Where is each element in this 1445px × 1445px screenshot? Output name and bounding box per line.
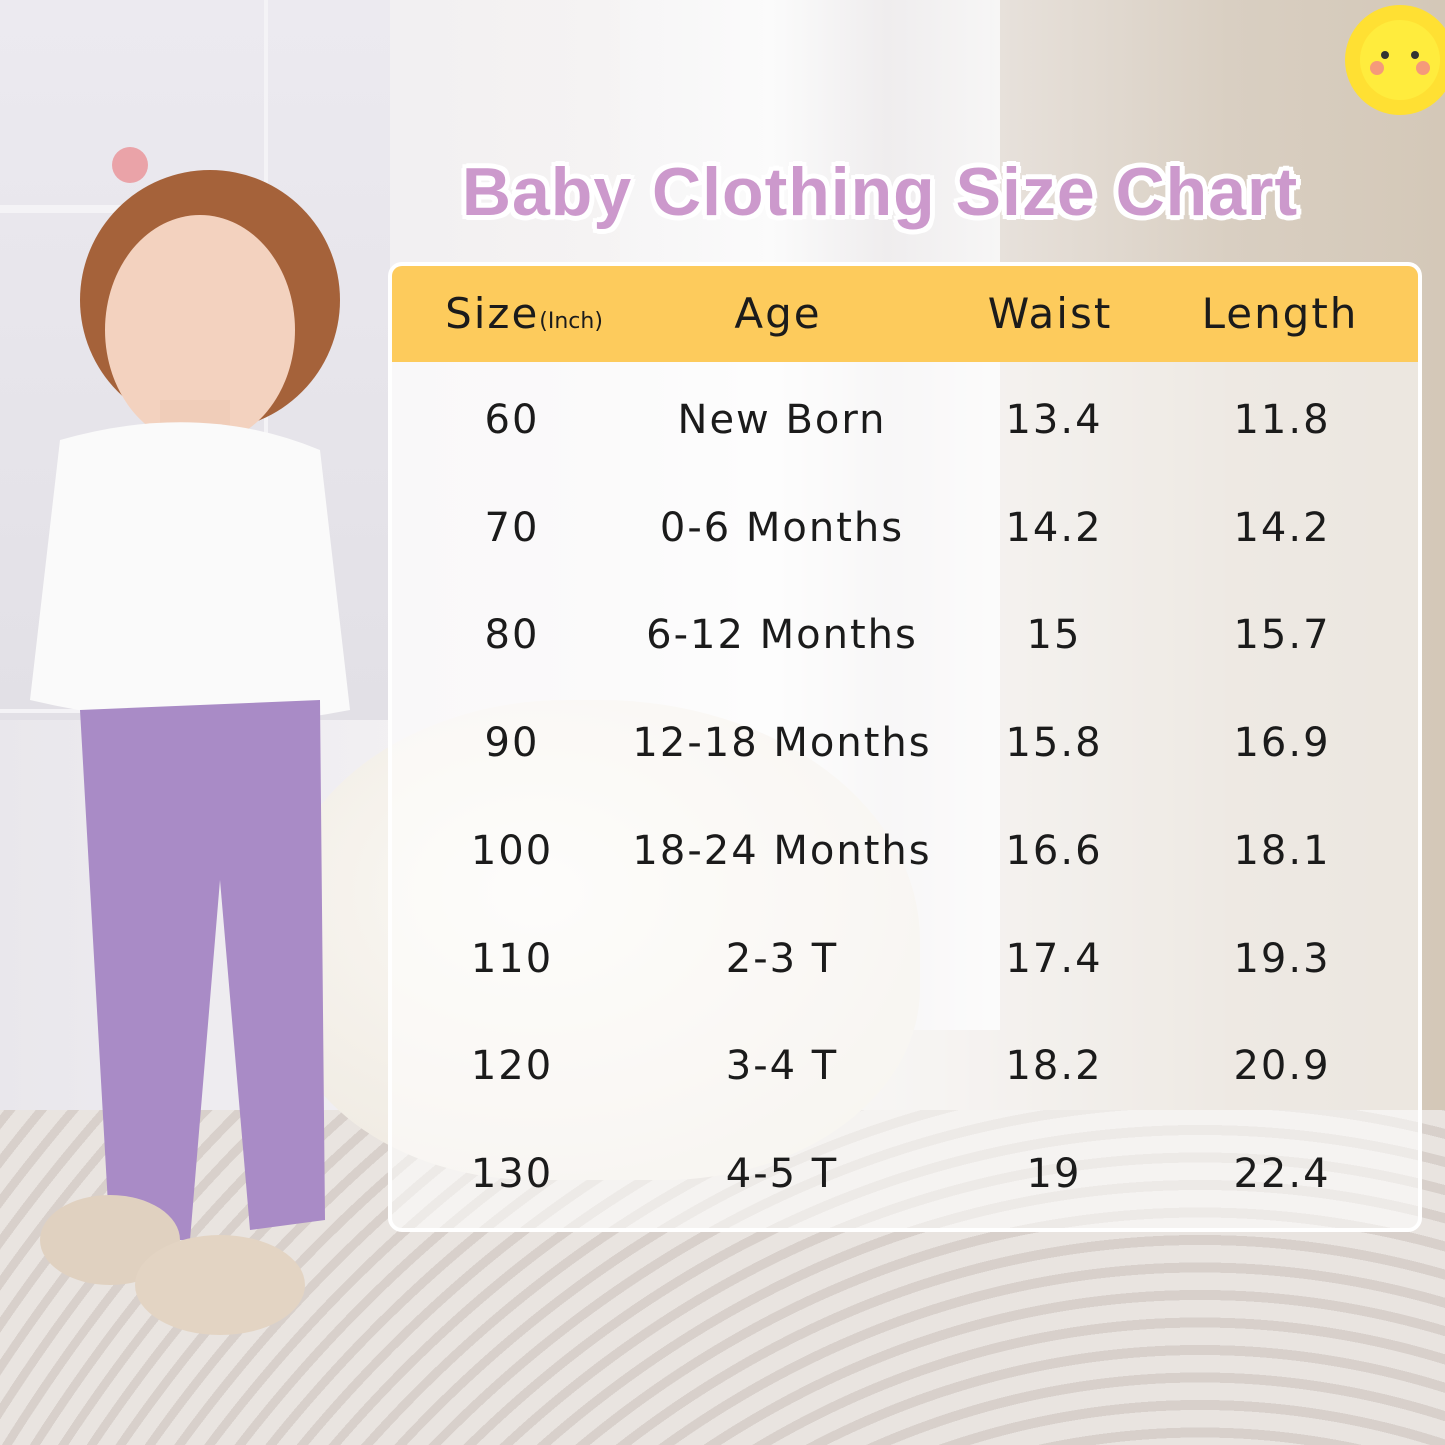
cell-age: 4-5 T — [725, 1150, 839, 1197]
sun-icon — [1345, 5, 1445, 115]
cell-waist: 19 — [1026, 1150, 1082, 1197]
cell-age: 18-24 Months — [632, 827, 932, 874]
cell-size: 110 — [470, 935, 554, 982]
cell-age: New Born — [677, 397, 887, 443]
page-title: Baby Clothing Size Chart — [461, 154, 1299, 230]
cell-age: 6-12 Months — [646, 612, 918, 659]
cell-waist: 15.8 — [1005, 720, 1103, 767]
cell-age: 2-3 T — [725, 935, 839, 982]
cell-waist: 15 — [1026, 612, 1082, 659]
cell-waist: 13.4 — [1005, 397, 1103, 443]
cell-length: 19.3 — [1233, 935, 1331, 982]
header-size: Size(Inch) — [445, 290, 603, 346]
cell-size: 60 — [484, 397, 540, 443]
cell-length: 15.7 — [1233, 612, 1331, 659]
cell-waist: 14.2 — [1005, 504, 1103, 551]
header-size-label: Size — [445, 289, 540, 338]
cell-length: 18.1 — [1233, 827, 1331, 874]
cell-length: 16.9 — [1233, 720, 1331, 767]
size-chart-table: Size(Inch) Age Waist Length 60 New Born 13… — [388, 262, 1422, 1232]
header-age: Age — [734, 289, 822, 338]
cell-length: 14.2 — [1233, 504, 1331, 551]
cell-size: 70 — [484, 504, 540, 551]
toddler-photo — [30, 147, 350, 1335]
cell-length: 11.8 — [1233, 397, 1331, 443]
cell-size: 120 — [470, 1043, 554, 1090]
cell-size: 80 — [484, 612, 540, 659]
header-waist: Waist — [987, 289, 1113, 338]
cell-age: 12-18 Months — [632, 720, 932, 767]
cell-size: 100 — [470, 827, 554, 874]
cell-size: 90 — [484, 720, 540, 767]
cell-waist: 16.6 — [1005, 827, 1103, 874]
cell-waist: 17.4 — [1005, 935, 1103, 982]
cell-waist: 18.2 — [1005, 1043, 1103, 1090]
cell-age: 0-6 Months — [659, 504, 905, 551]
cell-size: 130 — [470, 1150, 554, 1197]
header-length: Length — [1201, 289, 1359, 338]
table-header — [392, 266, 1418, 362]
cell-length: 22.4 — [1233, 1150, 1331, 1197]
cell-length: 20.9 — [1233, 1043, 1331, 1090]
header-size-unit: (Inch) — [539, 309, 603, 334]
cell-age: 3-4 T — [725, 1043, 839, 1090]
